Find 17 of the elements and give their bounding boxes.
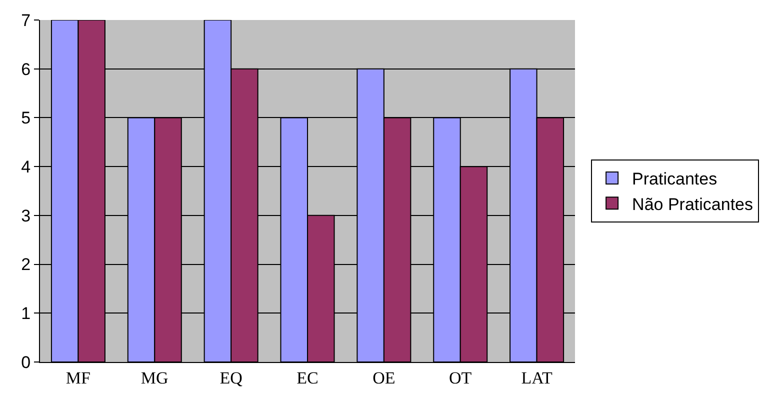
x-tick-label: MF [66,368,90,388]
y-tick-label: 6 [21,60,31,79]
x-tick-label: LAT [521,368,553,388]
x-tick-label: OE [372,368,396,388]
legend-label: Não Praticantes [632,194,754,214]
y-tick-label: 4 [21,158,31,177]
x-tick-label: OT [449,368,472,388]
x-tick-label: MG [140,368,168,388]
y-tick-label: 2 [21,255,31,274]
y-tick-label: 1 [21,304,31,324]
y-tick-label: 5 [21,108,31,128]
y-tick-label: 3 [21,206,31,226]
legend-label: Praticantes [632,170,718,189]
y-tick-label: 0 [21,352,31,372]
x-tick-label: EC [296,368,318,388]
y-tick-label: 7 [21,10,31,30]
x-tick-label: EQ [220,368,242,388]
